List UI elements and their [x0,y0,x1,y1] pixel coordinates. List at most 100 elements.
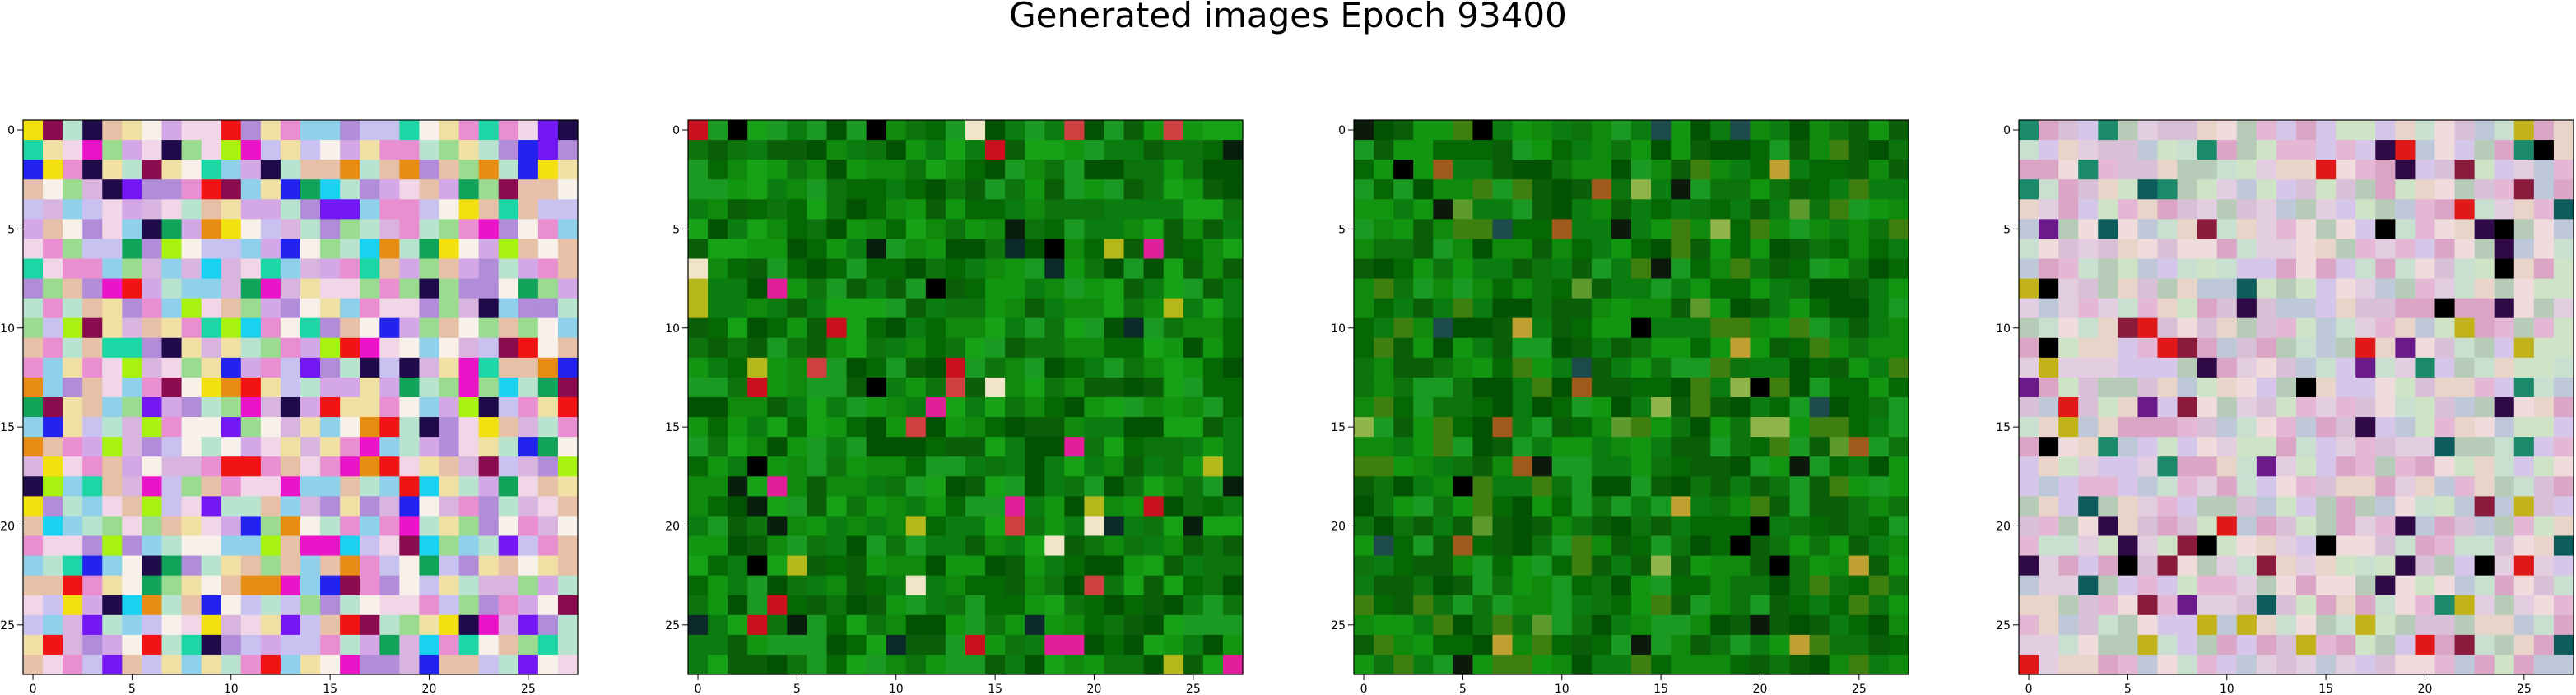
pixel-cell [2019,120,2039,141]
pixel-cell [1005,397,1025,418]
pixel-cell [340,437,360,457]
pixel-cell [1631,199,1652,220]
pixel-cell [1453,317,1474,339]
pixel-cell [1512,219,1533,240]
pixel-cell [1453,417,1474,438]
pixel-cell [439,337,460,359]
pixel-cell [2296,278,2317,299]
pixel-cell [23,179,44,200]
pixel-cell [905,555,927,577]
pixel-cell [2157,417,2178,438]
pixel-cell [142,120,163,141]
pixel-cell [1025,397,1045,418]
pixel-cell [240,595,262,616]
pixel-cell [2276,199,2297,220]
pixel-cell [1104,179,1125,200]
pixel-cell [2058,278,2079,299]
pixel-cell [1453,437,1474,457]
pixel-cell [688,278,709,299]
pixel-cell [2157,456,2178,477]
pixel-cell [439,397,460,418]
pixel-cell [1044,140,1065,160]
pixel-cell [399,298,421,319]
pixel-cell [886,219,907,240]
pixel-cell [419,496,440,517]
pixel-cell [1888,417,1909,438]
pixel-cell [2553,496,2574,517]
pixel-cell [2157,160,2178,180]
pixel-cell [1532,219,1553,240]
pixel-cell [537,337,559,359]
pixel-cell [1472,199,1494,220]
pixel-cell [1710,516,1731,537]
pixel-cell [2137,614,2159,636]
pixel-cell [2553,239,2574,260]
pixel-cell [1104,496,1125,517]
y-tick-label: 15 [0,421,15,434]
pixel-cell [1551,654,1573,675]
pixel-cell [102,535,123,557]
pixel-cell [379,239,400,260]
pixel-cell [728,179,748,200]
pixel-cell [340,239,360,260]
pixel-cell [43,337,63,359]
pixel-cell [1571,595,1593,616]
pixel-cell [1532,397,1553,418]
pixel-cell [1183,535,1204,557]
pixel-cell [2197,437,2218,457]
pixel-cell [240,614,262,636]
pixel-cell [1571,535,1593,557]
pixel-cell [826,337,848,359]
pixel-cell [1888,595,1909,616]
pixel-cell [2276,337,2297,359]
pixel-cell [1202,595,1224,616]
pixel-cell [2415,179,2436,200]
pixel-cell [1888,377,1909,398]
pixel-cell [557,140,579,160]
pixel-cell [826,397,848,418]
pixel-cell [399,417,421,438]
pixel-cell [2553,614,2574,636]
pixel-cell [63,179,83,200]
pixel-cell [1202,357,1224,378]
pixel-cell [122,575,143,596]
pixel-cell [2177,337,2198,359]
pixel-cell [2236,199,2257,220]
pixel-cell [1453,258,1474,280]
pixel-cell [201,377,222,398]
pixel-cell [360,614,380,636]
pixel-cell [419,555,440,577]
pixel-cell [1710,199,1731,220]
pixel-cell [2296,516,2317,537]
pixel-cell [1868,160,1890,180]
pixel-cell [518,219,539,240]
pixel-cell [2098,357,2118,378]
pixel-cell [1571,377,1593,398]
pixel-cell [1163,476,1184,497]
pixel-cell [1671,417,1691,438]
pixel-cell [2039,437,2059,457]
pixel-cell [2296,140,2317,160]
pixel-cell [2553,317,2574,339]
pixel-cell [826,476,848,497]
pixel-cell [537,397,559,418]
pixel-cell [379,437,400,457]
pixel-cell [2375,357,2396,378]
pixel-cell [142,179,163,200]
pixel-cell [221,535,242,557]
pixel-cell [1472,654,1494,675]
pixel-cell [1064,634,1086,656]
pixel-cell [1202,140,1224,160]
pixel-cell [1202,476,1224,497]
pixel-cell [1202,535,1224,557]
pixel-cell [1104,654,1125,675]
pixel-cell [2316,535,2337,557]
pixel-cell [2533,179,2555,200]
pixel-cell [2296,456,2317,477]
pixel-cell [1512,417,1533,438]
pixel-cell [221,516,242,537]
pixel-cell [557,496,579,517]
pixel-cell [1393,317,1414,339]
pixel-cell [2533,278,2555,299]
pixel-cell [518,595,539,616]
